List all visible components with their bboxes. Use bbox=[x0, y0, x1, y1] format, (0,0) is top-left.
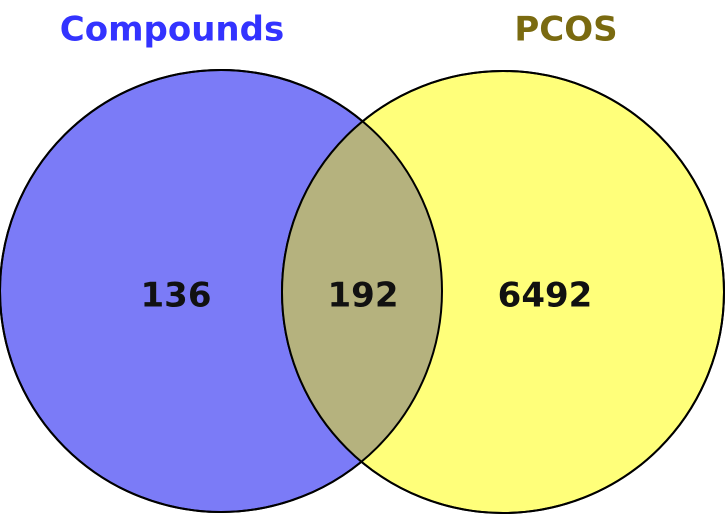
set-title-pcos: PCOS bbox=[514, 10, 617, 50]
pcos-circle-outline bbox=[281, 70, 725, 514]
intersection-region bbox=[282, 71, 442, 512]
compounds-circle-outline bbox=[0, 69, 443, 513]
count-pcos-only: 6492 bbox=[498, 276, 593, 316]
count-compounds-only: 136 bbox=[141, 276, 212, 316]
set-title-compounds: Compounds bbox=[60, 10, 284, 50]
count-intersection: 192 bbox=[328, 276, 399, 316]
